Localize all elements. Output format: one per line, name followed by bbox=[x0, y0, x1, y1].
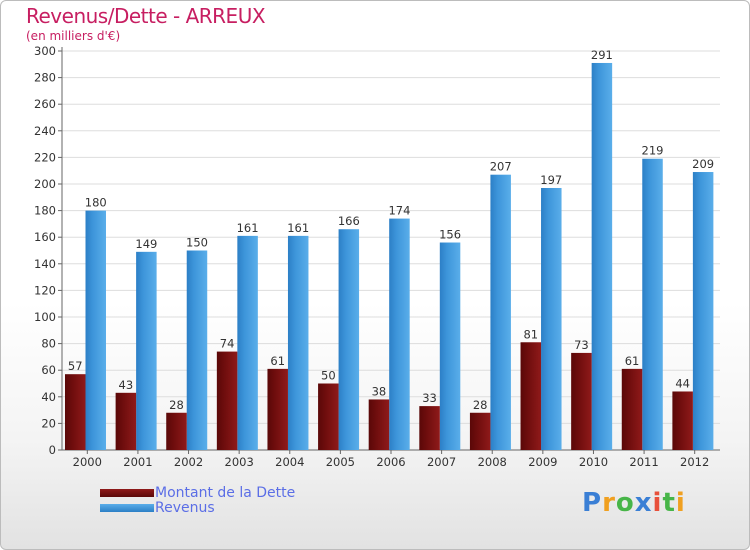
x-tick-label: 2012 bbox=[680, 455, 709, 469]
bar-revenus bbox=[186, 250, 208, 450]
bar-revenus bbox=[338, 229, 360, 450]
y-tick-label: 120 bbox=[34, 283, 56, 297]
value-label-dette: 74 bbox=[220, 337, 235, 351]
value-label-revenus: 174 bbox=[388, 204, 410, 218]
value-label-revenus: 180 bbox=[85, 196, 107, 210]
value-label-dette: 44 bbox=[675, 376, 690, 390]
bar-revenus bbox=[439, 242, 461, 450]
x-tick-label: 2005 bbox=[326, 455, 355, 469]
value-label-dette: 28 bbox=[169, 398, 184, 412]
x-tick-label: 2004 bbox=[275, 455, 304, 469]
x-tick-label: 2000 bbox=[73, 455, 102, 469]
bar-dette bbox=[65, 374, 86, 450]
y-tick-label: 0 bbox=[49, 443, 56, 457]
bar-dette bbox=[318, 383, 339, 450]
y-tick-label: 280 bbox=[34, 71, 56, 85]
y-tick-label: 140 bbox=[34, 257, 56, 271]
value-label-revenus: 150 bbox=[186, 236, 208, 250]
y-tick-label: 60 bbox=[41, 363, 56, 377]
value-label-dette: 38 bbox=[372, 384, 387, 398]
legend-swatch-revenus bbox=[100, 504, 154, 512]
bar-dette bbox=[216, 351, 238, 450]
value-label-revenus: 291 bbox=[591, 48, 613, 62]
y-tick-label: 260 bbox=[34, 97, 56, 111]
x-tick-label: 2010 bbox=[579, 455, 608, 469]
bar-dette bbox=[621, 368, 643, 450]
value-label-revenus: 161 bbox=[237, 221, 259, 235]
value-label-revenus: 161 bbox=[287, 221, 309, 235]
y-tick-label: 40 bbox=[41, 390, 56, 404]
x-tick-label: 2009 bbox=[528, 455, 557, 469]
value-label-dette: 28 bbox=[473, 398, 488, 412]
bar-revenus bbox=[85, 210, 106, 450]
bar-dette bbox=[469, 412, 491, 450]
proxiti-logo: Proxiti bbox=[582, 488, 686, 518]
bar-dette bbox=[368, 399, 390, 450]
value-label-revenus: 166 bbox=[338, 214, 360, 228]
y-tick-label: 200 bbox=[34, 177, 56, 191]
bar-revenus bbox=[591, 62, 613, 450]
x-tick-label: 2002 bbox=[174, 455, 203, 469]
value-label-dette: 73 bbox=[574, 338, 589, 352]
value-label-revenus: 209 bbox=[692, 157, 714, 171]
x-tick-label: 2006 bbox=[376, 455, 405, 469]
y-tick-label: 80 bbox=[41, 337, 56, 351]
bar-revenus bbox=[287, 235, 309, 450]
value-label-dette: 57 bbox=[68, 359, 83, 373]
bar-dette bbox=[419, 406, 440, 450]
legend-label-dette: Montant de la Dette bbox=[155, 485, 296, 501]
y-tick-label: 240 bbox=[34, 124, 56, 138]
bar-dette bbox=[267, 368, 288, 450]
value-label-revenus: 197 bbox=[540, 173, 562, 187]
bar-dette bbox=[672, 391, 693, 450]
y-tick-label: 20 bbox=[41, 416, 56, 430]
y-tick-label: 100 bbox=[34, 310, 56, 324]
value-label-revenus: 149 bbox=[135, 237, 157, 251]
bar-revenus bbox=[642, 158, 663, 451]
bar-revenus bbox=[490, 174, 511, 450]
legend-swatch-dette bbox=[100, 489, 154, 497]
x-tick-label: 2007 bbox=[427, 455, 456, 469]
bar-dette bbox=[115, 392, 137, 450]
y-tick-label: 160 bbox=[34, 230, 56, 244]
logo-letter: o bbox=[615, 488, 635, 518]
x-tick-label: 2003 bbox=[225, 455, 254, 469]
bar-dette bbox=[571, 352, 592, 450]
logo-letter: t bbox=[662, 488, 676, 518]
value-label-dette: 50 bbox=[321, 369, 336, 383]
bar-revenus bbox=[692, 172, 714, 450]
value-label-dette: 33 bbox=[422, 391, 437, 405]
y-tick-label: 220 bbox=[34, 150, 56, 164]
chart-title: Revenus/Dette - ARREUX bbox=[26, 4, 266, 28]
logo-letter: P bbox=[582, 488, 603, 518]
x-tick-label: 2001 bbox=[123, 455, 152, 469]
logo-letter: r bbox=[602, 488, 616, 518]
bar-dette bbox=[166, 412, 187, 450]
logo-letter: i bbox=[675, 488, 686, 518]
chart-subtitle: (en milliers d'€) bbox=[26, 29, 121, 43]
value-label-dette: 61 bbox=[625, 354, 640, 368]
value-label-dette: 61 bbox=[270, 354, 285, 368]
value-label-dette: 81 bbox=[523, 327, 538, 341]
bar-revenus bbox=[136, 251, 157, 450]
value-label-revenus: 156 bbox=[439, 228, 461, 242]
bar-revenus bbox=[541, 187, 562, 451]
value-label-revenus: 207 bbox=[490, 160, 512, 174]
legend-label-revenus: Revenus bbox=[155, 500, 215, 516]
x-tick-label: 2011 bbox=[629, 455, 658, 469]
value-label-dette: 43 bbox=[119, 378, 134, 392]
bar-dette bbox=[520, 342, 542, 450]
bar-revenus bbox=[389, 218, 410, 450]
logo-letter: x bbox=[634, 488, 653, 518]
y-tick-label: 300 bbox=[34, 44, 56, 58]
logo-letter: i bbox=[652, 488, 663, 518]
bar-revenus bbox=[237, 235, 258, 450]
value-label-revenus: 219 bbox=[642, 144, 664, 158]
y-tick-label: 180 bbox=[34, 204, 56, 218]
x-tick-label: 2008 bbox=[478, 455, 507, 469]
